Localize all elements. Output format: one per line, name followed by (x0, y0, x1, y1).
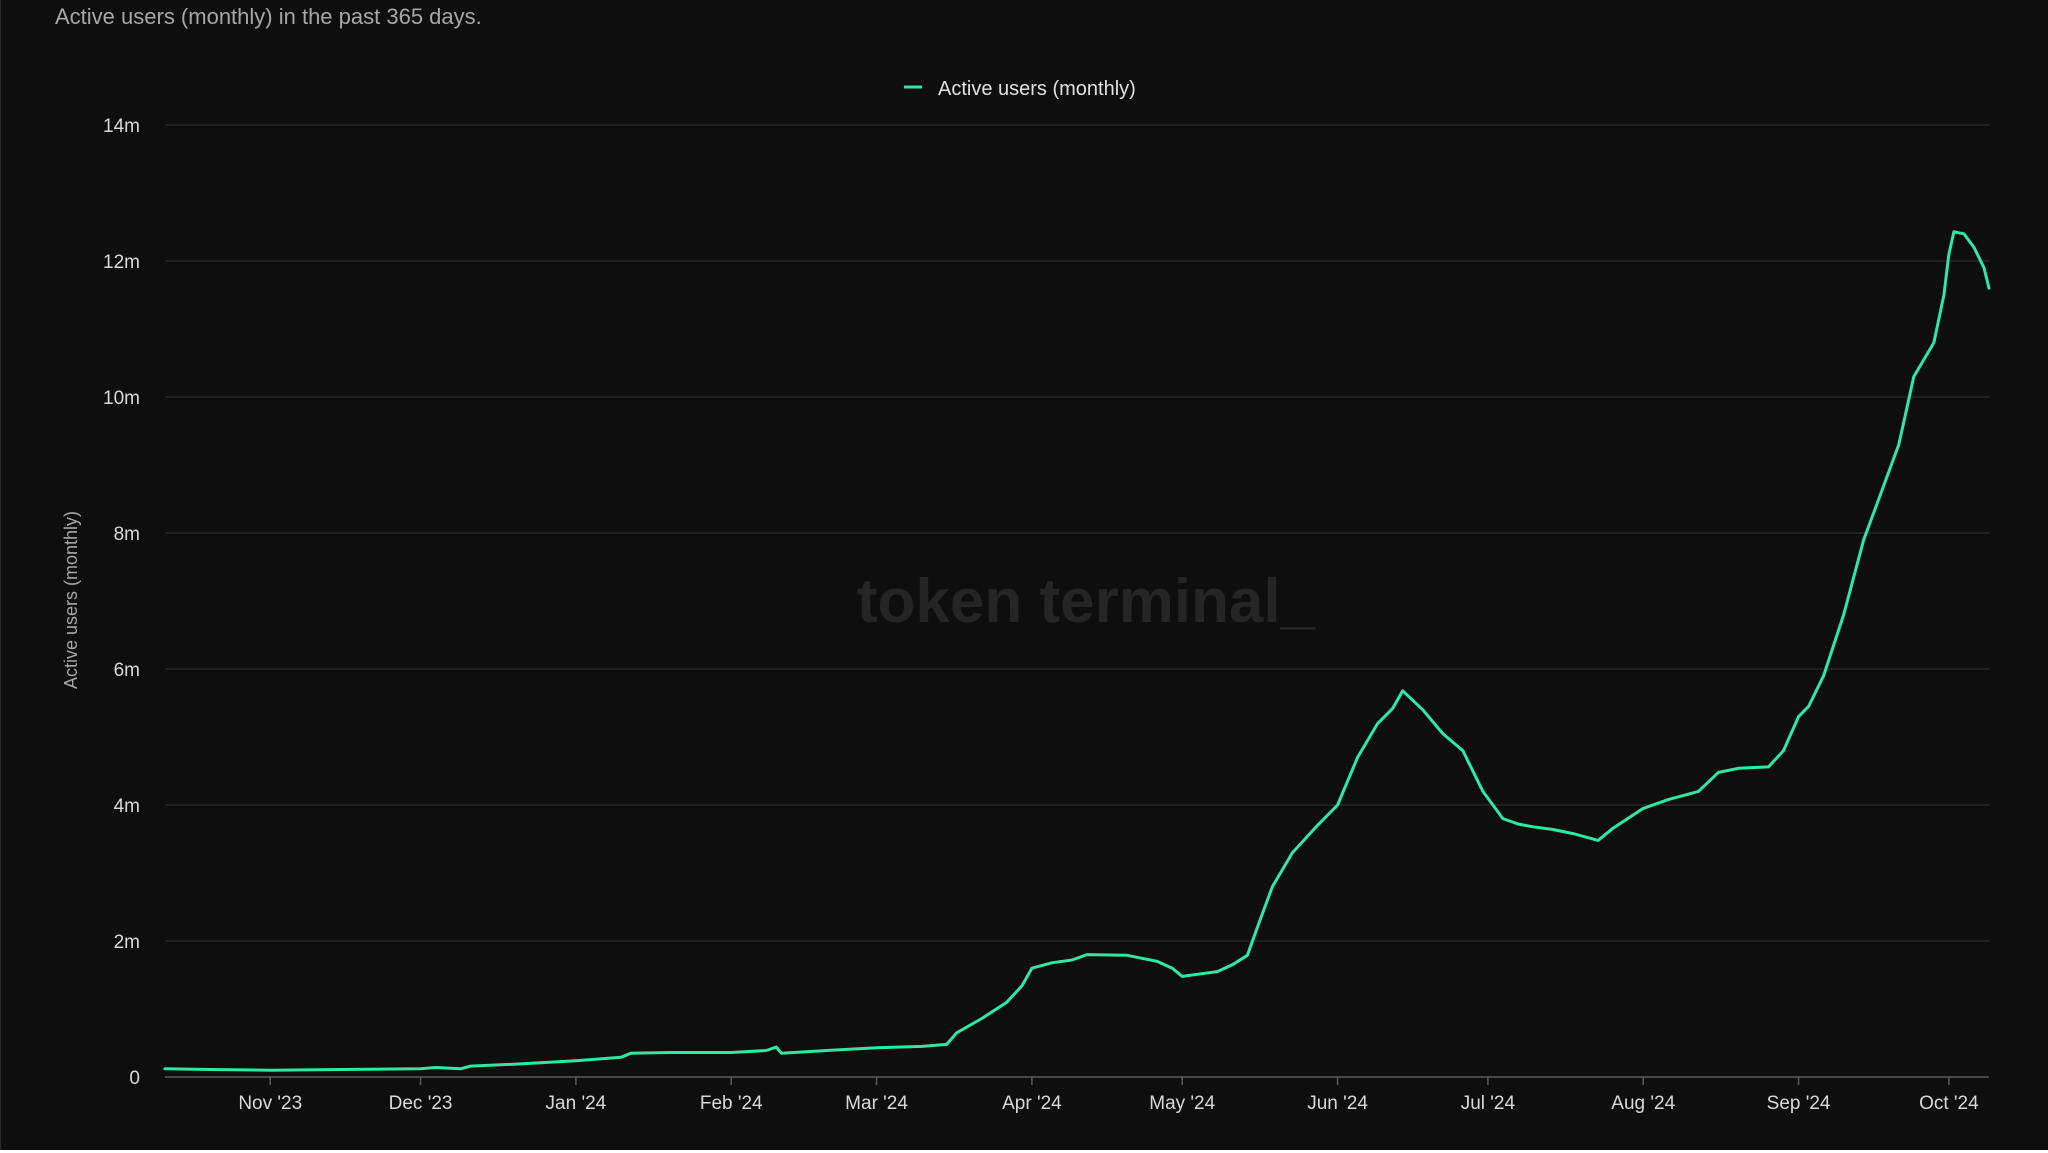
series-line[interactable] (163, 230, 1991, 1072)
x-tick-label: Jan '24 (546, 1093, 607, 1114)
x-axis-labels: Nov '23 Dec '23 Jan '24 Feb '24 Mar '24 Apr '… (238, 1093, 1979, 1114)
y-tick-label: 14m (103, 116, 140, 137)
grid-lines (165, 124, 1989, 942)
y-tick-label: 2m (114, 932, 140, 953)
x-tick-label: Apr '24 (1002, 1093, 1062, 1114)
y-axis: 0 2m 4m 6m 8m 10m 12m 14m (103, 116, 140, 1089)
legend-label: Active users (monthly) (938, 78, 1136, 100)
y-tick-label: 0 (129, 1068, 140, 1089)
x-tick-label: Mar '24 (845, 1093, 908, 1114)
y-tick-label: 12m (103, 252, 140, 273)
x-axis (165, 1076, 1989, 1085)
x-tick-label: Sep '24 (1767, 1093, 1831, 1114)
x-tick-label: May '24 (1149, 1093, 1215, 1114)
x-tick-label: Jun '24 (1307, 1093, 1368, 1114)
x-tick-label: Jul '24 (1461, 1093, 1516, 1114)
x-tick-label: Feb '24 (700, 1093, 763, 1114)
legend[interactable]: Active users (monthly) (904, 78, 1136, 100)
y-tick-label: 4m (114, 796, 140, 817)
y-tick-label: 6m (114, 660, 140, 681)
y-axis-title: Active users (monthly) (61, 511, 81, 689)
watermark: token terminal_ (857, 567, 1317, 636)
x-tick-label: Nov '23 (238, 1093, 302, 1114)
chart-subtitle: Active users (monthly) in the past 365 d… (55, 4, 482, 29)
x-tick-label: Dec '23 (389, 1093, 453, 1114)
y-tick-label: 8m (114, 524, 140, 545)
series-group (163, 230, 1991, 1072)
x-tick-label: Aug '24 (1611, 1093, 1675, 1114)
y-tick-label: 10m (103, 388, 140, 409)
x-tick-label: Oct '24 (1919, 1093, 1979, 1114)
